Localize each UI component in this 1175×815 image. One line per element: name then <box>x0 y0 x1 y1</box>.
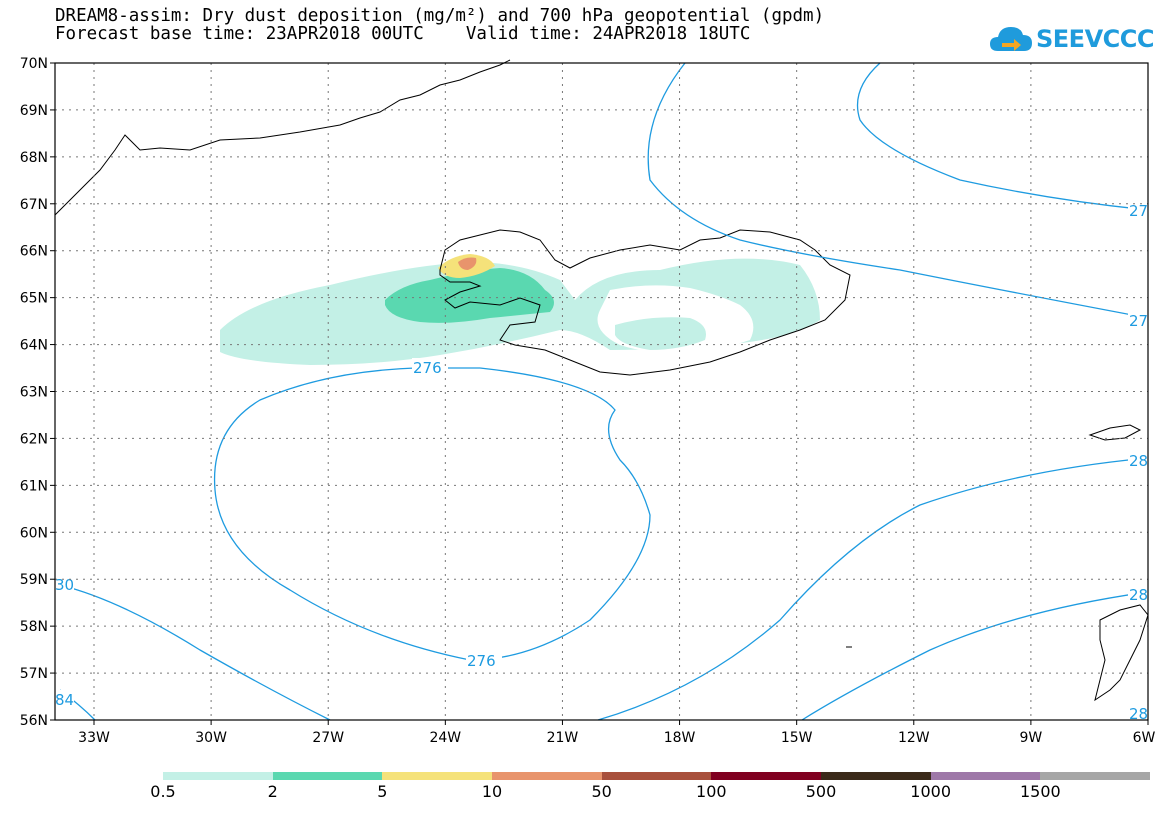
lat-label: 68N <box>20 150 48 166</box>
colorbar-segment <box>601 772 712 780</box>
colorbar-label: 0.5 <box>150 782 176 801</box>
colorbar-label: 50 <box>591 782 612 801</box>
lat-label: 69N <box>20 103 48 119</box>
contour-label: 276 <box>467 652 496 670</box>
deposition-orange-area <box>458 257 477 270</box>
colorbar-segment <box>163 772 273 780</box>
contour-south-1 <box>597 457 1149 721</box>
seevccc-logo: SEEVCCC <box>988 21 1155 57</box>
geopotential-contours <box>59 62 1149 721</box>
lon-label: 15W <box>781 730 813 746</box>
lon-label: 21W <box>547 730 579 746</box>
lat-label: 67N <box>20 197 48 213</box>
lat-label: 56N <box>20 713 48 729</box>
lat-label: 58N <box>20 619 48 635</box>
greenland-coast <box>54 59 511 216</box>
lat-label: 64N <box>20 338 48 354</box>
contour-south-2 <box>801 591 1149 721</box>
lat-label: 62N <box>20 431 48 447</box>
lon-label: 27W <box>312 730 344 746</box>
contour-south-west <box>59 584 331 721</box>
colorbar-segment <box>492 772 602 780</box>
deposition-medium-area <box>385 268 554 323</box>
contour-label: 84 <box>55 691 74 709</box>
contour-label: 28 <box>1129 452 1148 470</box>
contour-label: 28 <box>1129 586 1148 604</box>
iceland-coast <box>439 229 851 376</box>
colorbar-label: 10 <box>481 782 503 801</box>
contour-276-closed <box>213 367 651 661</box>
contour-label: 27 <box>1129 202 1148 220</box>
logo-text: SEEVCCC <box>1036 25 1155 53</box>
forecast-time-line: Forecast base time: 23APR2018 00UTC Vali… <box>55 24 751 44</box>
contour-north-east <box>856 62 1149 211</box>
lon-label: 24W <box>429 730 461 746</box>
longitude-labels: 33W 30W 27W 24W 21W 18W 15W 12W 9W 6W <box>78 730 1155 746</box>
lat-label: 61N <box>20 478 48 494</box>
colorbar <box>163 772 1151 780</box>
colorbar-label: 2 <box>267 782 278 801</box>
colorbar-label: 500 <box>805 782 837 801</box>
graticule <box>55 63 1148 720</box>
lat-label: 60N <box>20 525 48 541</box>
contour-labels: 276 276 27 27 28 28 30 84 28 <box>55 200 1148 723</box>
colorbar-label: 100 <box>696 782 727 801</box>
faroe-islands <box>1088 424 1142 441</box>
colorbar-segment <box>821 772 931 780</box>
colorbar-segment <box>711 772 822 780</box>
lon-label: 12W <box>898 730 930 746</box>
lat-label: 59N <box>20 572 48 588</box>
colorbar-label: 1500 <box>1019 782 1061 801</box>
colorbar-label: 1000 <box>910 782 952 801</box>
colorbar-segment <box>272 772 383 780</box>
axis-ticks <box>50 62 1149 725</box>
lon-label: 6W <box>1133 730 1156 746</box>
lon-label: 9W <box>1020 730 1043 746</box>
lat-label: 66N <box>20 244 48 260</box>
contour-label: 276 <box>413 359 442 377</box>
lat-label: 63N <box>20 385 48 401</box>
contour-north-line <box>647 62 1149 319</box>
colorbar-segment <box>382 772 493 780</box>
lon-label: 30W <box>195 730 227 746</box>
deposition-fields <box>220 254 820 365</box>
lon-label: 18W <box>664 730 696 746</box>
colorbar-label: 5 <box>377 782 388 801</box>
colorbar-segment <box>930 772 1041 780</box>
deposition-interior-patch <box>615 317 706 350</box>
contour-label: 28 <box>1129 705 1148 723</box>
contour-label: 27 <box>1129 312 1148 330</box>
chart-title: DREAM8-assim: Dry dust deposition (mg/m²… <box>55 6 825 26</box>
scotland-islands <box>1094 604 1149 702</box>
contour-label: 30 <box>55 576 74 594</box>
lat-label: 65N <box>20 291 48 307</box>
lat-label: 70N <box>20 56 48 72</box>
cloud-logo-icon <box>990 27 1032 51</box>
latitude-labels: 70N 69N 68N 67N 66N 65N 64N 63N 62N 61N 60N 59N 58N 5… <box>20 56 48 729</box>
lon-label: 33W <box>78 730 110 746</box>
coastlines <box>54 59 1149 702</box>
colorbar-segment <box>1040 772 1151 780</box>
lat-label: 57N <box>20 666 48 682</box>
